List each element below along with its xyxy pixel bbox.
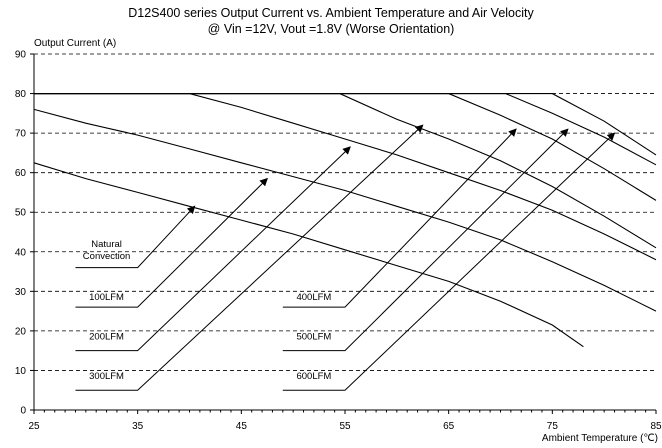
- x-tick-label: 75: [547, 421, 559, 432]
- annotation-arrow: [75, 124, 424, 391]
- chart-title: D12S400 series Output Current vs. Ambien…: [128, 6, 534, 20]
- annotation-label: 100LFM: [89, 292, 124, 303]
- y-tick-label: 0: [20, 406, 26, 417]
- y-tick-label: 60: [15, 168, 27, 179]
- series-line-200lfm: [34, 93, 657, 261]
- tick-labels: 0 10 20 30 40 50 60 70 80 90 25 35 45 55 65 75 85: [15, 50, 662, 433]
- annotation-label: 600LFM: [296, 371, 331, 382]
- y-tick-label: 50: [15, 208, 27, 219]
- axes: [30, 53, 657, 414]
- annotation-arrow: [75, 177, 268, 308]
- y-tick-label: 10: [15, 366, 27, 377]
- annotation-label: Convection: [83, 251, 131, 262]
- annotation-arrow: [75, 146, 351, 352]
- annotation-label: 200LFM: [89, 332, 124, 343]
- y-tick-label: 90: [15, 50, 27, 61]
- x-tick-label: 45: [236, 421, 248, 432]
- annotation-arrow: [75, 205, 196, 269]
- series-line-300lfm: [34, 93, 657, 249]
- series-line-natural-convection: [33, 162, 584, 348]
- annotation-label: 300LFM: [89, 371, 124, 382]
- annotation-label: Natural: [91, 239, 122, 250]
- x-tick-label: 35: [132, 421, 144, 432]
- annotation-arrow: [282, 132, 616, 391]
- x-tick-label: 25: [28, 421, 40, 432]
- x-tick-label: 65: [443, 421, 455, 432]
- series-line-400lfm: [34, 93, 657, 201]
- series-line-500lfm: [34, 93, 657, 166]
- y-tick-label: 40: [15, 247, 27, 258]
- y-tick-label: 20: [15, 326, 27, 337]
- x-axis-label: Ambient Temperature (℃): [542, 433, 658, 444]
- chart-subtitle: @ Vin =12V, Vout =1.8V (Worse Orientatio…: [208, 22, 455, 36]
- annotation-arrow: [282, 128, 517, 308]
- y-axis-label: Output Current (A): [34, 38, 116, 49]
- series-line-600lfm: [34, 93, 657, 156]
- curves: [33, 93, 657, 348]
- gridlines: [34, 53, 656, 371]
- series-line-100lfm: [33, 108, 657, 312]
- y-tick-label: 30: [15, 287, 27, 298]
- annotation-label: 500LFM: [296, 332, 331, 343]
- y-tick-label: 80: [15, 89, 27, 100]
- annotation-label: 400LFM: [296, 292, 331, 303]
- x-tick-label: 85: [650, 421, 662, 432]
- x-tick-label: 55: [339, 421, 351, 432]
- y-tick-label: 70: [15, 129, 27, 140]
- annotation-arrow: [282, 128, 569, 352]
